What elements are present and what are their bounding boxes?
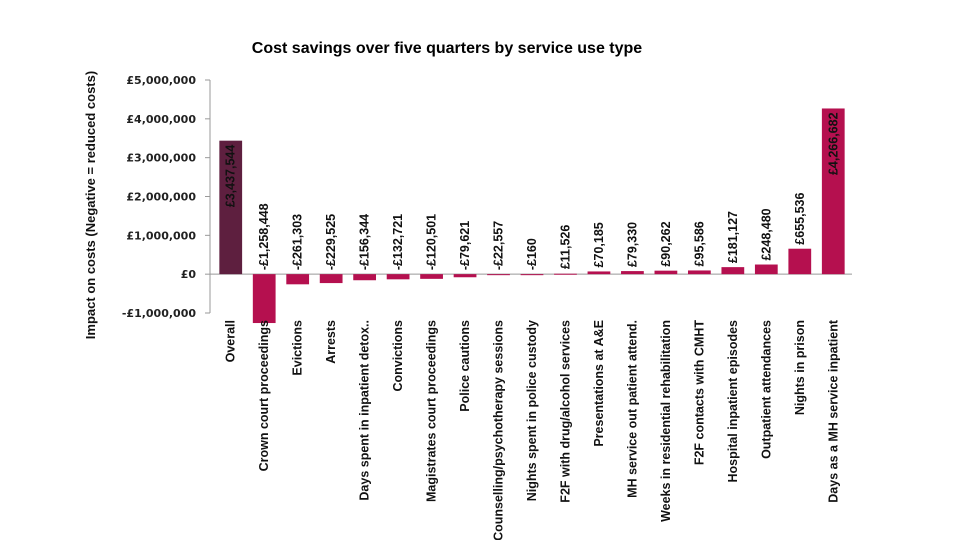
y-tick-label: £2,000,000 <box>126 191 196 204</box>
data-label-17: £655,536 <box>793 193 807 245</box>
category-label-1: Crown court proceedings <box>257 320 271 471</box>
bar-11 <box>587 271 611 275</box>
category-label-6: Magistrates court proceedings <box>425 320 439 502</box>
bar-16 <box>754 264 778 275</box>
data-label-10: £11,526 <box>558 225 572 270</box>
y-tick-label: £0 <box>181 268 197 281</box>
bar-17 <box>788 248 812 275</box>
data-label-13: £90,262 <box>659 221 673 266</box>
bar-9 <box>520 274 544 276</box>
data-label-18: £4,266,682 <box>826 112 840 175</box>
bar-5 <box>386 274 410 280</box>
data-label-2: -£261,303 <box>291 214 305 270</box>
category-label-4: Days spent in inpatient detox.. <box>358 320 372 501</box>
chart-title: Cost savings over five quarters by servi… <box>251 40 643 57</box>
category-label-18: Days as a MH service inpatient <box>826 319 840 503</box>
labels: £3,437,544 Overall -£1,258,448 Crown court … <box>224 112 841 540</box>
y-tick-label: -£1,000,000 <box>122 307 196 320</box>
data-label-4: -£156,344 <box>358 214 372 270</box>
category-label-7: Police cautions <box>458 320 472 412</box>
data-label-3: -£229,525 <box>324 214 338 270</box>
data-label-1: -£1,258,448 <box>257 203 271 270</box>
bar-10 <box>554 273 577 275</box>
y-axis-label: Impact on costs (Negative = reduced cost… <box>83 71 98 339</box>
data-label-6: -£120,501 <box>425 214 439 270</box>
data-label-7: -£79,621 <box>458 221 472 270</box>
bar-14 <box>687 270 711 275</box>
category-label-9: Nights spent in police custody <box>525 320 539 501</box>
category-label-14: F2F contacts with CMHT <box>692 320 706 466</box>
bars <box>219 108 845 324</box>
category-label-8: Counselling/psychotherapy sessions <box>492 320 506 540</box>
data-label-8: -£22,557 <box>492 221 506 270</box>
bar-7 <box>453 274 477 278</box>
category-label-0: Overall <box>224 320 238 362</box>
bar-13 <box>654 270 678 275</box>
y-tick-label: £1,000,000 <box>126 229 196 242</box>
data-label-16: £248,480 <box>759 208 773 260</box>
category-label-10: F2F with drug/alcohol services <box>558 320 572 503</box>
data-label-12: £79,330 <box>625 222 639 267</box>
bar-6 <box>420 274 443 279</box>
category-label-13: Weeks in residential rehabilitation <box>659 320 673 522</box>
data-label-0: £3,437,544 <box>224 145 238 208</box>
bar-18 <box>821 108 845 275</box>
data-label-9: -£160 <box>525 238 539 270</box>
y-tick-label: £5,000,000 <box>126 74 196 87</box>
data-label-5: -£132,721 <box>391 214 405 270</box>
category-label-5: Convictions <box>391 320 405 392</box>
bar-3 <box>319 274 343 284</box>
bar-8 <box>487 274 510 276</box>
y-tick-label: £4,000,000 <box>126 113 196 126</box>
category-label-15: Hospital inpatient episodes <box>726 320 740 483</box>
bar-4 <box>353 274 377 281</box>
bar-15 <box>721 267 745 275</box>
data-label-15: £181,127 <box>726 211 740 263</box>
bar-1 <box>252 274 276 324</box>
category-label-2: Evictions <box>291 320 305 376</box>
category-label-11: Presentations at A&E <box>592 320 606 447</box>
bar-12 <box>621 271 644 275</box>
category-label-12: MH service out patient attend. <box>625 320 639 498</box>
category-label-3: Arrests <box>324 320 338 364</box>
data-label-14: £95,586 <box>692 221 706 266</box>
y-tick-label: £3,000,000 <box>126 152 196 165</box>
bar-2 <box>286 274 310 285</box>
data-label-11: £70,185 <box>592 222 606 267</box>
bar-0 <box>219 140 243 275</box>
category-label-16: Outpatient attendances <box>759 320 773 459</box>
category-label-17: Nights in prison <box>793 320 807 415</box>
